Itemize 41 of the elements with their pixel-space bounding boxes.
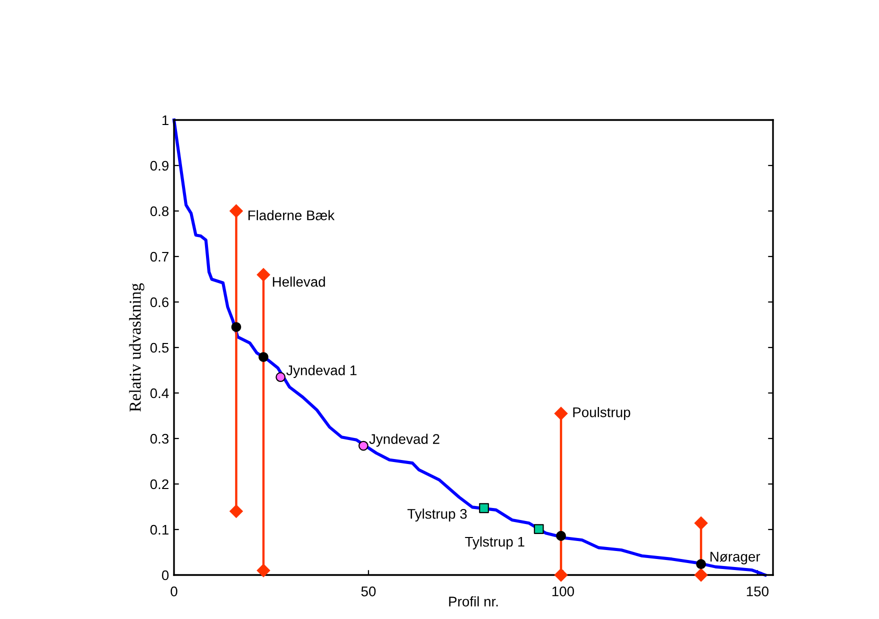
series-label: Nørager: [710, 552, 760, 564]
y-tick-label: 0.8: [150, 206, 169, 216]
y-tick-label: 0.7: [150, 252, 168, 262]
point: [479, 503, 489, 514]
y-tick-label: 0.2: [150, 479, 168, 490]
x-tick-label: 150: [746, 586, 768, 596]
point: [694, 516, 708, 530]
point: [256, 268, 270, 282]
point: [696, 559, 706, 570]
point: [258, 352, 268, 362]
y-tick-label: 0.4: [150, 388, 169, 398]
y-tick-label: 0.3: [150, 434, 169, 444]
point: [256, 564, 270, 578]
y-axis-title: Relativ udvaskning: [129, 283, 144, 412]
series-label: Hellevad: [272, 276, 325, 287]
x-tick-label: 0: [170, 586, 178, 596]
y-tick-label: 0.1: [150, 524, 168, 535]
y-tick-label: 0.9: [150, 160, 168, 171]
point: [358, 440, 368, 451]
point: [694, 568, 708, 582]
point: [276, 372, 286, 382]
series-label: Jyndevad 2: [369, 434, 440, 447]
point: [556, 530, 566, 541]
point: [230, 504, 243, 518]
point: [230, 204, 243, 218]
point: [534, 524, 544, 534]
series-label: Tylstrup 3: [407, 508, 467, 522]
series-label: Poulstrup: [573, 407, 630, 420]
y-tick-label: 1: [162, 115, 168, 126]
series-label: Jyndevad 1: [286, 365, 356, 378]
y-tick-label: 0: [162, 570, 169, 580]
y-tick-label: 0.6: [150, 297, 169, 308]
x-axis-title: Profil nr.: [449, 596, 498, 606]
y-tick-label: 0.5: [150, 342, 169, 353]
point: [554, 406, 568, 420]
series-label: Tylstrup 1: [465, 536, 524, 550]
series-label: Fladerne Bæk: [248, 210, 335, 220]
point: [554, 568, 568, 582]
x-tick-label: 100: [552, 586, 574, 596]
x-tick-label: 50: [361, 586, 376, 596]
point: [231, 322, 242, 332]
